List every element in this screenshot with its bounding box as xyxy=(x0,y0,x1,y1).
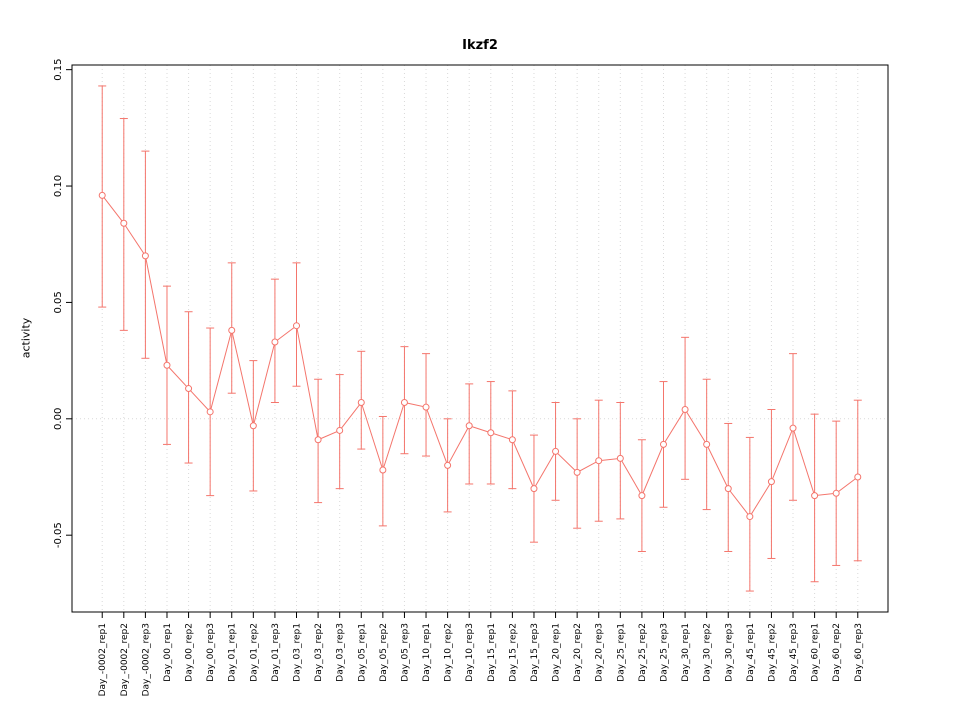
data-point xyxy=(185,385,193,393)
data-point xyxy=(249,422,257,430)
x-tick-label: Day_20_rep1 xyxy=(552,623,562,682)
data-point xyxy=(400,399,408,407)
x-tick-label: Day_10_rep1 xyxy=(422,623,432,682)
x-tick-label: Day_03_rep3 xyxy=(336,623,346,682)
data-point xyxy=(206,408,214,416)
x-tick-label: Day_60_rep3 xyxy=(854,623,864,682)
data-point xyxy=(746,513,754,521)
data-point xyxy=(573,468,581,476)
x-tick-label: Day_60_rep2 xyxy=(832,623,842,682)
x-tick-label: Day_00_rep3 xyxy=(206,623,216,682)
x-tick-label: Day_30_rep2 xyxy=(703,623,713,682)
x-tick-label: Day_60_rep1 xyxy=(811,623,821,682)
data-point xyxy=(336,426,344,434)
data-point xyxy=(659,440,667,448)
data-point xyxy=(530,485,538,493)
x-tick-label: Day_30_rep1 xyxy=(681,623,691,682)
data-point xyxy=(595,457,603,465)
data-point xyxy=(767,478,775,486)
x-tick-label: Day_00_rep1 xyxy=(163,623,173,682)
data-point xyxy=(141,252,149,260)
data-point xyxy=(98,191,106,199)
x-tick-label: Day_15_rep3 xyxy=(530,623,540,682)
data-point xyxy=(487,429,495,437)
data-point xyxy=(228,326,236,334)
y-tick-label: 0.05 xyxy=(53,291,64,313)
data-point xyxy=(379,466,387,474)
x-tick-label: Day_30_rep3 xyxy=(724,623,734,682)
y-tick-label: 0.10 xyxy=(53,175,64,197)
x-tick-label: Day_05_rep1 xyxy=(357,623,367,682)
x-tick-label: Day_10_rep2 xyxy=(444,623,454,682)
data-point xyxy=(422,403,430,411)
y-tick-label: 0.15 xyxy=(53,59,64,81)
x-tick-label: Day_03_rep2 xyxy=(314,623,324,682)
data-point xyxy=(854,473,862,481)
x-tick-label: Day_05_rep3 xyxy=(400,623,410,682)
data-point xyxy=(120,219,128,227)
x-tick-label: Day_-0002_rep1 xyxy=(98,623,108,696)
x-tick-label: Day_01_rep1 xyxy=(228,623,238,682)
x-tick-label: Day_15_rep2 xyxy=(508,623,518,682)
data-point xyxy=(703,440,711,448)
series-line xyxy=(101,195,859,518)
plot-border xyxy=(71,64,889,613)
x-tick-label: Day_-0002_rep3 xyxy=(141,623,151,696)
chart-title: Ikzf2 xyxy=(462,38,498,53)
x-tick-label: Day_01_rep3 xyxy=(271,623,281,682)
x-tick-label: Day_03_rep1 xyxy=(293,623,303,682)
x-tick-label: Day_05_rep2 xyxy=(379,623,389,682)
x-tick-label: Day_15_rep1 xyxy=(487,623,497,682)
data-point xyxy=(293,322,301,330)
x-tick-label: Day_25_rep1 xyxy=(616,623,626,682)
data-point xyxy=(832,489,840,497)
data-point xyxy=(465,422,473,430)
data-point xyxy=(444,461,452,469)
x-tick-label: Day_20_rep2 xyxy=(573,623,583,682)
data-point xyxy=(357,399,365,407)
data-point xyxy=(163,361,171,369)
data-point xyxy=(616,454,624,462)
y-tick-label: 0.00 xyxy=(53,408,64,430)
data-point xyxy=(724,485,732,493)
y-axis-label: activity xyxy=(19,317,33,359)
x-tick-label: Day_45_rep2 xyxy=(767,623,777,682)
data-point xyxy=(314,436,322,444)
x-tick-label: Day_10_rep3 xyxy=(465,623,475,682)
data-point xyxy=(552,447,560,455)
x-tick-label: Day_01_rep2 xyxy=(249,623,259,682)
x-tick-label: Day_45_rep1 xyxy=(746,623,756,682)
data-point xyxy=(681,405,689,413)
x-tick-label: Day_20_rep3 xyxy=(595,623,605,682)
x-tick-label: Day_-0002_rep2 xyxy=(120,623,130,696)
x-tick-label: Day_45_rep3 xyxy=(789,623,799,682)
x-tick-label: Day_25_rep3 xyxy=(659,623,669,682)
x-tick-label: Day_00_rep2 xyxy=(185,623,195,682)
data-point xyxy=(811,492,819,500)
x-tick-label: Day_25_rep2 xyxy=(638,623,648,682)
data-point xyxy=(789,424,797,432)
y-tick-label: -0.05 xyxy=(53,522,64,548)
data-point xyxy=(508,436,516,444)
data-point xyxy=(638,492,646,500)
data-point xyxy=(271,338,279,346)
